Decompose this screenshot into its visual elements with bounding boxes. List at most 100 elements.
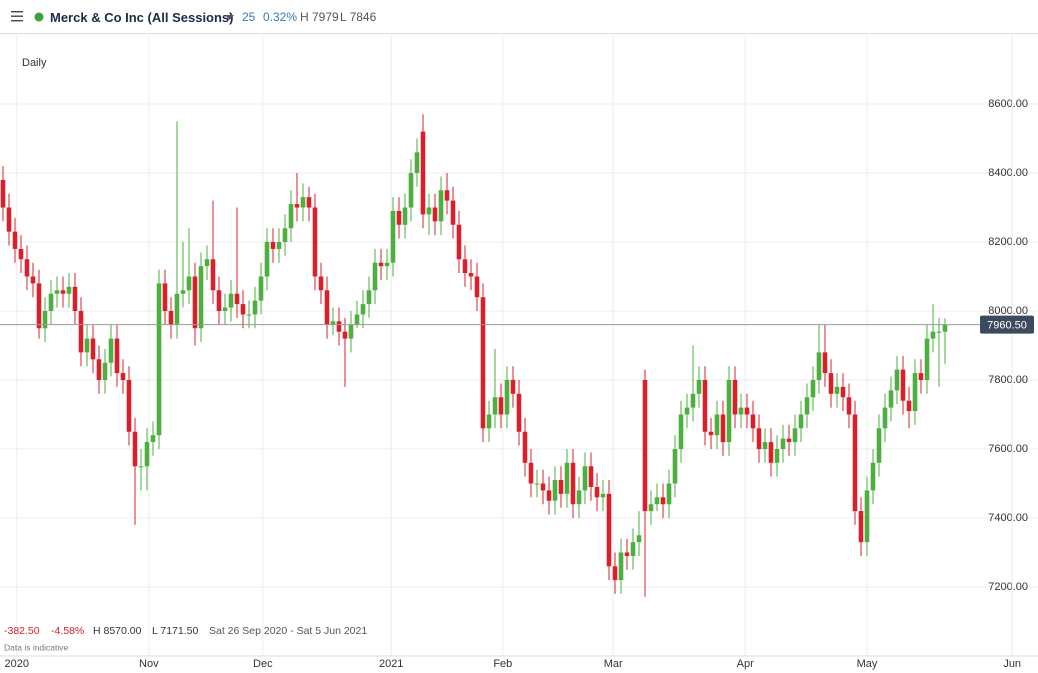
- candle-body: [186, 276, 192, 291]
- x-tick-label: Apr: [737, 658, 754, 670]
- candle-body: [804, 397, 810, 415]
- x-tick-label: 2020: [5, 658, 29, 670]
- candle-body: [582, 466, 588, 491]
- candle-body: [222, 307, 228, 311]
- candle-body: [846, 397, 852, 415]
- candle-body: [486, 414, 492, 429]
- candle-body: [426, 207, 432, 215]
- candle-body: [240, 304, 246, 315]
- candle-body: [570, 462, 576, 505]
- candle-body: [942, 324, 948, 332]
- candle-body: [600, 493, 606, 498]
- candle-body: [150, 435, 156, 443]
- candle-body: [234, 293, 240, 305]
- y-tick-label: 7200.00: [988, 581, 1028, 593]
- candle-body: [702, 380, 708, 432]
- candle-body: [642, 380, 648, 512]
- candle-body: [18, 248, 24, 260]
- candle-body: [930, 331, 936, 339]
- y-tick-label: 7400.00: [988, 512, 1028, 524]
- candle-body: [300, 197, 306, 208]
- candle-body: [342, 331, 348, 339]
- candle-body: [198, 266, 204, 329]
- timeframe: Daily: [22, 57, 47, 69]
- summary-range: Sat 26 Sep 2020 - Sat 5 Jun 2021: [209, 625, 367, 637]
- candle-body: [312, 207, 318, 277]
- toolbar: Merck & Co Inc (All Sessions) 25 0.32% H…: [0, 0, 1038, 34]
- candle-body: [558, 480, 564, 494]
- x-tick-label: Feb: [493, 658, 512, 670]
- candle-body: [288, 204, 294, 229]
- candle-body: [420, 131, 426, 215]
- candle-body: [888, 390, 894, 408]
- candle-body: [552, 480, 558, 501]
- candle-body: [660, 497, 666, 505]
- candle-body: [786, 438, 792, 443]
- candle-body: [270, 242, 276, 249]
- candle-body: [144, 442, 150, 467]
- candle-body: [90, 338, 96, 360]
- candle-body: [756, 428, 762, 449]
- candle-body: [132, 431, 138, 467]
- candle-body: [858, 511, 864, 543]
- candle-body: [744, 407, 750, 415]
- y-tick-label: 7600.00: [988, 443, 1028, 455]
- summary-high: H 8570.00: [93, 625, 142, 637]
- candle-body: [492, 397, 498, 415]
- candle-body: [72, 286, 78, 311]
- x-tick-label: Jun: [1003, 658, 1021, 670]
- candle-body: [720, 414, 726, 443]
- candle-body: [624, 552, 630, 556]
- x-tick-label: Nov: [139, 658, 159, 670]
- candle-body: [792, 428, 798, 443]
- candle-body: [204, 259, 210, 267]
- candle-body: [12, 231, 18, 249]
- candle-body: [372, 262, 378, 291]
- candle-body: [84, 338, 90, 353]
- candle-body: [516, 393, 522, 432]
- candle-body: [216, 290, 222, 311]
- candle-body: [324, 290, 330, 325]
- candle-body: [246, 314, 252, 316]
- candle-body: [282, 228, 288, 242]
- change-pct: 0.32%: [263, 10, 298, 24]
- candle-body: [522, 431, 528, 463]
- candle-body: [264, 242, 270, 277]
- candle-body: [726, 380, 732, 443]
- candle-body: [732, 380, 738, 415]
- candle-body: [666, 483, 672, 505]
- candle-body: [162, 283, 168, 311]
- candle-body: [576, 490, 582, 505]
- candle-body: [834, 386, 840, 394]
- summary-low: L 7171.50: [152, 625, 198, 637]
- dropdown-arrow[interactable]: [225, 15, 235, 21]
- candle-body: [636, 535, 642, 543]
- candle-body: [798, 414, 804, 429]
- candle-body: [540, 483, 546, 491]
- instrument-name[interactable]: Merck & Co Inc (All Sessions): [50, 10, 234, 25]
- candle-body: [318, 276, 324, 291]
- summary-change: -382.50: [4, 625, 40, 637]
- candle-body: [924, 338, 930, 380]
- candle-body: [354, 314, 360, 325]
- candle-body: [768, 442, 774, 463]
- candle-body: [480, 297, 486, 429]
- candle-body: [180, 290, 186, 294]
- candle-body: [36, 283, 42, 329]
- x-tick-label: 2021: [379, 658, 403, 670]
- candle-body: [402, 207, 408, 225]
- candle-body: [96, 359, 102, 380]
- candle-body: [390, 210, 396, 263]
- candle-body: [870, 462, 876, 491]
- candle-body: [348, 324, 354, 339]
- candle-body: [126, 380, 132, 432]
- menu-icon[interactable]: [11, 11, 24, 22]
- candle-body: [606, 493, 612, 567]
- candle-body: [498, 397, 504, 415]
- candle-body: [714, 414, 720, 436]
- candle-body: [534, 483, 540, 485]
- status-dot: [34, 12, 44, 22]
- candle-body: [384, 262, 390, 267]
- candle-body: [54, 290, 60, 294]
